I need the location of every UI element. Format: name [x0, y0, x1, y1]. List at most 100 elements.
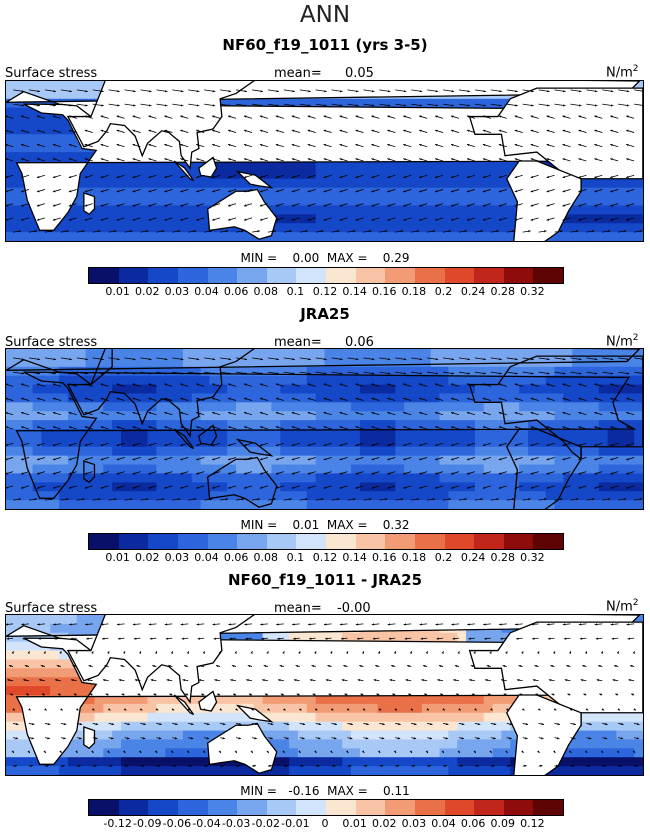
colorbar-tick-label: -0.12	[103, 817, 132, 830]
coastline	[15, 103, 637, 231]
colorbar-tick-label: 0.08	[253, 551, 279, 564]
colorbar-swatch	[444, 534, 475, 549]
panel-3-mean-value: -0.00	[337, 601, 371, 616]
colorbar-tick-label: 0.03	[401, 817, 427, 830]
colorbar-tick-label: 0.08	[253, 285, 279, 298]
colorbar-swatch	[326, 534, 356, 549]
colorbar-tick-label: -0.02	[251, 817, 280, 830]
colorbar-swatch	[148, 534, 178, 549]
panel-3-stats: MIN = -0.16 MAX = 0.11	[240, 784, 410, 798]
stress-vectors	[6, 623, 640, 768]
colorbar-swatch	[385, 800, 415, 815]
colorbar-tick-label: 0.18	[401, 551, 427, 564]
coastline	[207, 188, 278, 240]
colorbar-swatch	[533, 800, 563, 815]
panel-2-mean-value: 0.06	[345, 335, 374, 350]
colorbar-tick-label: 0	[321, 817, 329, 830]
colorbar-tick-label: 0.06	[460, 817, 486, 830]
colorbar-tick-label: 0.24	[460, 551, 486, 564]
colorbar-swatch	[326, 800, 356, 815]
panel-1-map	[5, 80, 644, 242]
stress-vectors	[6, 357, 643, 501]
colorbar-tick-label: 0.04	[194, 285, 219, 298]
colorbar-tick-label: 0.03	[164, 551, 190, 564]
panel-3-map	[5, 614, 644, 776]
colorbar-swatch	[355, 800, 386, 815]
colorbar-tick-label: 0.01	[342, 817, 367, 830]
panel-1-variable: Surface stress	[5, 66, 98, 81]
panel-1-mean-label: mean=	[274, 66, 322, 81]
colorbar-swatch	[89, 800, 119, 815]
colorbar-swatch	[237, 534, 267, 549]
colorbar-swatch	[148, 800, 178, 815]
colorbar-tick-label: 0.06	[223, 285, 249, 298]
colorbar-swatch	[444, 800, 475, 815]
colorbar-tick-label: 0.16	[372, 285, 397, 298]
coastline	[235, 438, 274, 457]
colorbar-swatch	[503, 268, 534, 283]
panel-2-title: JRA25	[300, 305, 350, 323]
colorbar-swatch	[118, 800, 149, 815]
coastline	[6, 349, 641, 386]
colorbar-swatch	[385, 268, 415, 283]
colorbar-swatch	[118, 534, 149, 549]
coastline	[83, 460, 96, 484]
colorbar-tick-label: 0.32	[520, 551, 545, 564]
colorbar-swatch	[533, 534, 563, 549]
coastline	[66, 615, 256, 704]
panel-1-colorbar-ticks: 0.01 0.02 0.03 0.04 0.06 0.08 0.1 0.12 0.14 0.16 0…	[88, 285, 562, 299]
stress-vectors	[6, 89, 643, 233]
colorbar-swatch	[177, 800, 208, 815]
colorbar-swatch	[355, 268, 386, 283]
colorbar-tick-label: 0.32	[520, 285, 545, 298]
colorbar-tick-label: -0.09	[133, 817, 162, 830]
colorbar-swatch	[266, 800, 297, 815]
colorbar-swatch	[89, 268, 119, 283]
panel-2-colorbar-ticks: 0.01 0.02 0.03 0.04 0.06 0.08 0.1 0.12 0.14 0.16 0…	[88, 551, 562, 565]
colorbar-swatch	[207, 534, 238, 549]
colorbar-swatch	[207, 268, 238, 283]
coastline	[173, 428, 195, 450]
colorbar-swatch	[296, 534, 326, 549]
panel-3-colorbar-ticks: -0.12 -0.09 -0.06 -0.04 -0.03 -0.02 -0.01 0 0.01…	[88, 817, 562, 831]
colorbar-swatch	[414, 800, 445, 815]
colorbar-tick-label: 0.1	[286, 285, 305, 298]
panel-1-mean-value: 0.05	[345, 66, 374, 81]
colorbar-tick-label: 0.12	[312, 285, 338, 298]
coastline	[235, 170, 274, 189]
panel-1-title: NF60_f19_1011 (yrs 3-5)	[222, 36, 428, 54]
colorbar-swatch	[296, 800, 326, 815]
colorbar-tick-label: 0.01	[105, 285, 130, 298]
panel-3-variable: Surface stress	[5, 601, 98, 616]
coastline	[198, 156, 218, 178]
colorbar-swatch	[89, 534, 119, 549]
panel-2-variable: Surface stress	[5, 335, 98, 350]
colorbar-swatch	[118, 268, 149, 283]
colorbar-tick-label: 0.1	[286, 551, 305, 564]
colorbar-tick-label: -0.01	[281, 817, 310, 830]
coastline	[66, 81, 256, 170]
coastline	[15, 637, 637, 765]
colorbar-tick-label: 0.09	[490, 817, 516, 830]
panel-2-map	[5, 348, 644, 510]
colorbar-tick-label: 0.01	[105, 551, 130, 564]
colorbar-swatch	[533, 268, 563, 283]
colorbar-swatch	[237, 268, 267, 283]
colorbar-tick-label: 0.04	[431, 817, 456, 830]
panel-1-colorbar	[88, 267, 564, 284]
coastline	[83, 726, 96, 750]
colorbar-swatch	[414, 534, 445, 549]
colorbar-tick-label: 0.06	[223, 551, 249, 564]
colorbar-tick-label: -0.04	[192, 817, 221, 830]
coastline	[207, 456, 278, 508]
colorbar-swatch	[414, 268, 445, 283]
colorbar-swatch	[177, 268, 208, 283]
panel-1-stats: MIN = 0.00 MAX = 0.29	[240, 251, 410, 265]
colorbar-swatch	[474, 534, 504, 549]
colorbar-tick-label: 0.12	[312, 551, 338, 564]
panel-2-colorbar	[88, 533, 564, 550]
coastline	[506, 160, 582, 241]
colorbar-tick-label: 0.16	[372, 551, 397, 564]
colorbar-tick-label: 0.28	[490, 551, 516, 564]
colorbar-swatch	[326, 268, 356, 283]
